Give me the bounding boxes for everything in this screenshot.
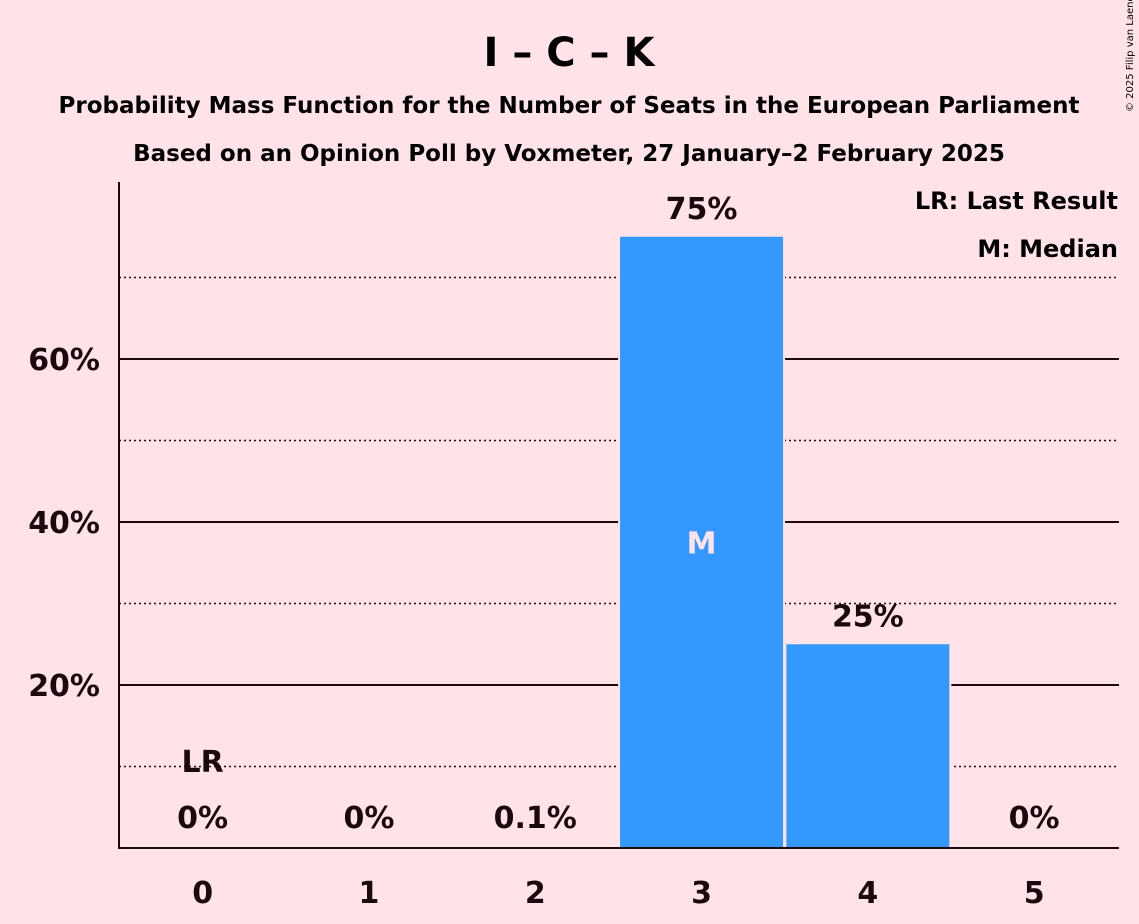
chart-subtitle-2: Based on an Opinion Poll by Voxmeter, 27…	[133, 141, 1005, 167]
data-label: 0%	[177, 801, 228, 836]
x-tick-label: 5	[1024, 876, 1045, 911]
data-label: 75%	[666, 192, 738, 227]
labels: 20% 40% 60% 0 1 2 3 4 5 0% 0% 0.1% 75% 25% 0% LR M	[28, 192, 1059, 911]
axes	[118, 182, 1119, 849]
data-label: 0.1%	[494, 801, 577, 836]
data-label: 0%	[343, 801, 394, 836]
x-tick-label: 4	[857, 876, 878, 911]
bar	[786, 644, 950, 848]
y-tick-label: 40%	[28, 506, 100, 541]
chart-subtitle: Probability Mass Function for the Number…	[59, 93, 1080, 119]
x-tick-label: 2	[525, 876, 546, 911]
data-label: 0%	[1009, 801, 1060, 836]
x-tick-label: 1	[359, 876, 380, 911]
legend-last-result: LR: Last Result	[915, 187, 1118, 215]
y-tick-label: 20%	[28, 669, 100, 704]
legend-median: M: Median	[977, 235, 1118, 263]
data-label: 25%	[832, 599, 904, 634]
bar	[620, 236, 784, 848]
bars	[618, 236, 952, 848]
last-result-marker: LR	[182, 745, 224, 780]
median-marker: M	[687, 526, 717, 561]
copyright-notice: © 2025 Filip van Laenen	[1125, 0, 1136, 112]
y-tick-label: 60%	[28, 343, 100, 378]
x-tick-label: 0	[192, 876, 213, 911]
chart-title: I – C – K	[484, 30, 657, 76]
x-tick-label: 3	[691, 876, 712, 911]
